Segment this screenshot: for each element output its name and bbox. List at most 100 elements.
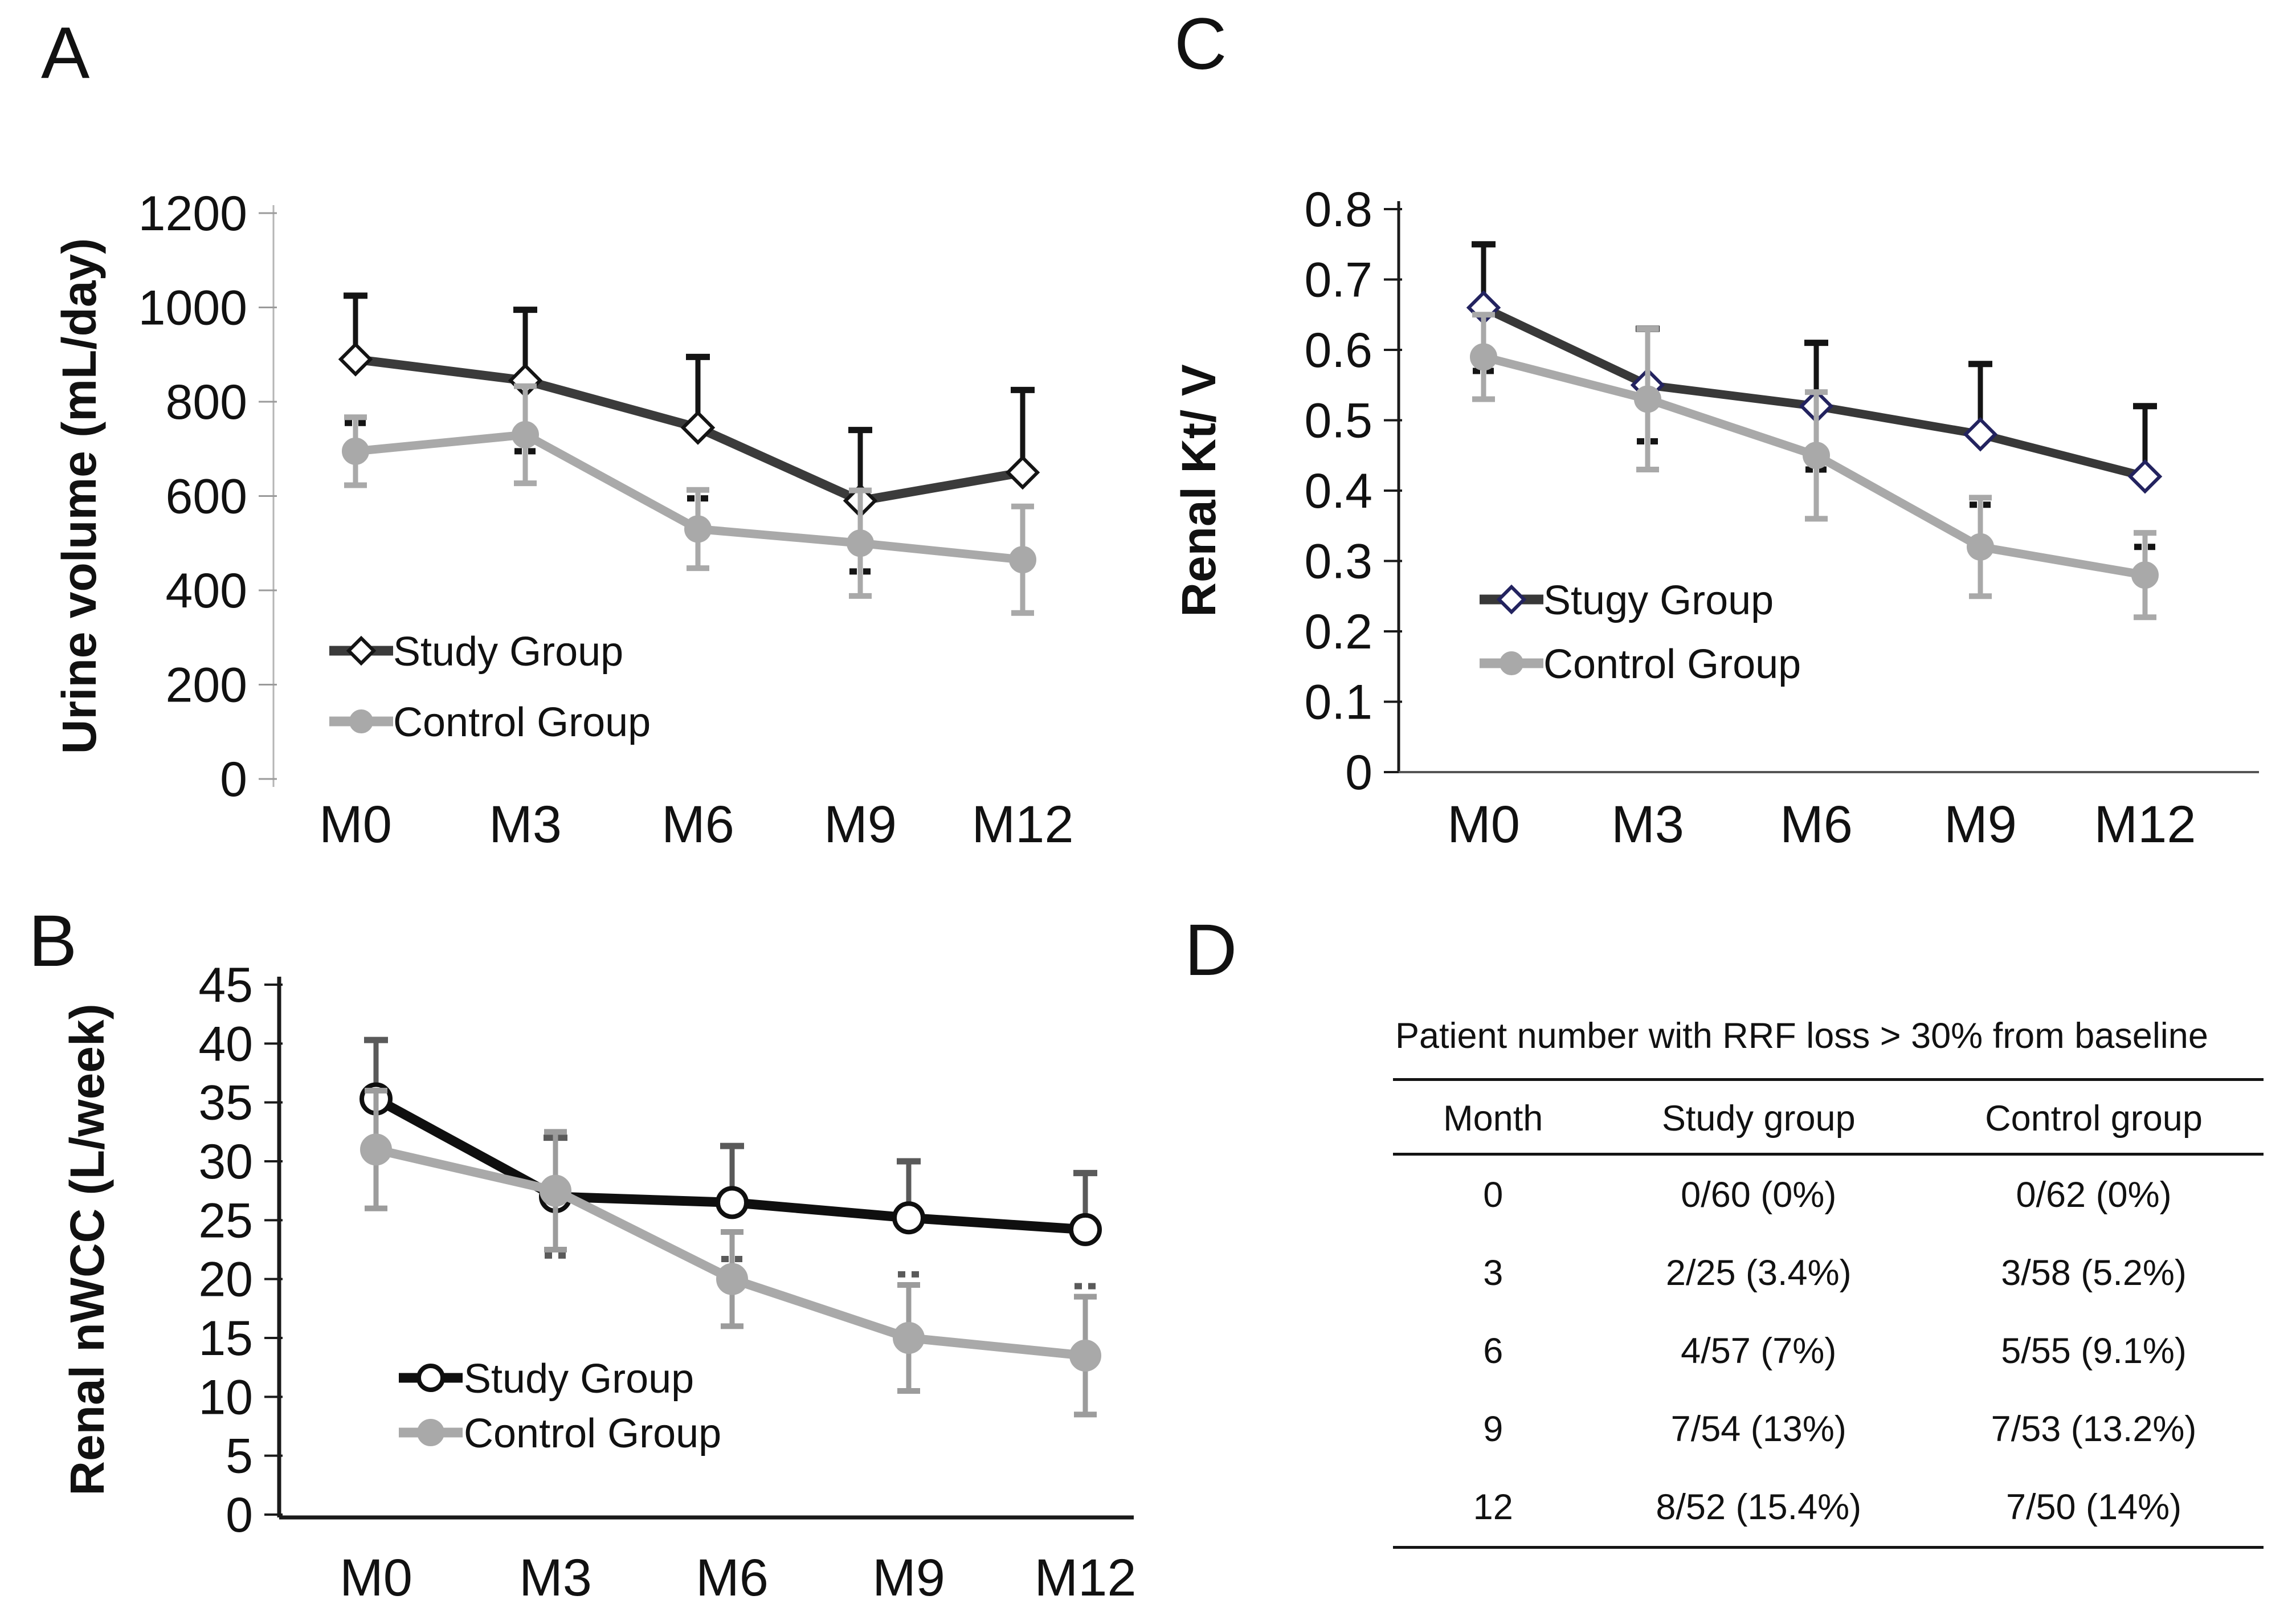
column-header-control-group: Control group xyxy=(1924,1079,2264,1156)
legend: Study Group Control Group xyxy=(399,1356,721,1456)
diamond-marker-icon xyxy=(338,342,373,377)
y-tick-label: 0.4 xyxy=(1304,464,1372,519)
y-tick-label: 15 xyxy=(198,1311,253,1366)
rrf-table: Month Study group Control group 0 0/60 (0… xyxy=(1393,1078,2264,1549)
legend-label: Control Group xyxy=(1543,642,1801,687)
circle-marker-icon xyxy=(847,529,874,557)
table-cell: 4/57 (7%) xyxy=(1681,1331,1837,1371)
table-cell: 0/62 (0%) xyxy=(2016,1175,2172,1215)
table-cell: 8/52 (15.4%) xyxy=(1656,1487,1862,1527)
series-control-group xyxy=(360,1088,1101,1418)
circle-marker-icon xyxy=(716,1263,748,1295)
y-tick-label: 35 xyxy=(198,1076,253,1131)
x-tick-label: M6 xyxy=(696,1549,769,1607)
circle-marker-icon xyxy=(1967,533,1994,561)
renal-ktv-chart: 0 0.1 0.2 0.3 0.4 0.5 0.6 0.7 0.8 M0 M3 M6 M9 M12 Rena… xyxy=(1172,182,2259,854)
circle-marker-icon xyxy=(893,1322,925,1354)
table-cell: 6 xyxy=(1483,1331,1504,1371)
table-row: 12 8/52 (15.4%) 7/50 (14%) xyxy=(1393,1468,2264,1548)
table-cell: 0/60 (0%) xyxy=(1681,1175,1837,1215)
x-tick-label: M9 xyxy=(824,795,897,854)
y-tick-label: 1000 xyxy=(138,281,247,336)
y-tick-label: 25 xyxy=(198,1193,253,1248)
circle-marker-icon xyxy=(1069,1340,1101,1372)
table-cell: 3/58 (5.2%) xyxy=(2001,1253,2187,1293)
y-axis-title: Renal Kt/ V xyxy=(1172,364,1225,617)
panel-d: D Patient number with RRF loss > 30% fro… xyxy=(1148,855,2296,1624)
open-circle-marker-icon xyxy=(716,1186,749,1219)
y-tick-label: 0.2 xyxy=(1304,605,1372,659)
y-tick-label: 600 xyxy=(166,470,248,524)
y-tick-label: 10 xyxy=(198,1370,253,1425)
circle-marker-icon xyxy=(342,437,369,465)
table-cell: 5/55 (9.1%) xyxy=(2001,1331,2187,1371)
table-cell: 7/54 (13%) xyxy=(1670,1409,1846,1449)
y-tick-label: 800 xyxy=(166,375,248,430)
table-row: 3 2/25 (3.4%) 3/58 (5.2%) xyxy=(1393,1234,2264,1312)
circle-marker-icon xyxy=(360,1133,392,1166)
y-tick-label: 0.7 xyxy=(1304,253,1372,308)
circle-marker-icon xyxy=(684,515,712,543)
y-tick-label: 0.6 xyxy=(1304,323,1372,378)
x-axis-labels: M0 M3 M6 M9 M12 xyxy=(340,1549,1136,1607)
x-tick-label: M9 xyxy=(872,1549,945,1607)
diamond-marker-icon xyxy=(2127,459,2163,494)
table-row: 9 7/54 (13%) 7/53 (13.2%) xyxy=(1393,1390,2264,1468)
diamond-marker-icon xyxy=(346,635,377,666)
y-tick-label: 1200 xyxy=(138,186,247,241)
table-cell: 0 xyxy=(1483,1175,1504,1215)
table-cell: 9 xyxy=(1483,1409,1504,1449)
urine-volume-chart: 0 200 400 600 800 1000 1200 M0 M3 M6 M9 M12 Urine vo… xyxy=(52,186,1074,854)
y-axis-title: Renal nWCC (L/week) xyxy=(60,1003,114,1495)
legend-label: Control Group xyxy=(393,700,651,745)
circle-marker-icon xyxy=(1009,546,1036,574)
circle-marker-icon xyxy=(349,709,373,733)
table-body: 0 0/60 (0%) 0/62 (0%) 3 2/25 (3.4%) 3/58 (5.2… xyxy=(1393,1154,2264,1548)
open-circle-marker-icon xyxy=(416,1364,445,1392)
circle-marker-icon xyxy=(1803,442,1830,470)
circle-marker-icon xyxy=(1500,651,1523,675)
y-tick-label: 5 xyxy=(226,1429,253,1484)
table-row: 6 4/57 (7%) 5/55 (9.1%) xyxy=(1393,1312,2264,1390)
circle-marker-icon xyxy=(417,1419,444,1446)
legend-label: Control Group xyxy=(464,1411,721,1456)
y-tick-label: 0 xyxy=(220,752,247,807)
column-header-month: Month xyxy=(1393,1079,1594,1156)
legend-label: Stugy Group xyxy=(1543,578,1774,623)
x-tick-label: M0 xyxy=(1447,795,1520,854)
series-control-group xyxy=(1470,312,2159,621)
x-tick-label: M3 xyxy=(1611,795,1684,854)
y-tick-label: 0.3 xyxy=(1304,534,1372,589)
open-circle-marker-icon xyxy=(892,1201,925,1235)
diamond-marker-icon xyxy=(1005,455,1040,490)
rrf-loss-table: Patient number with RRF loss > 30% from … xyxy=(1393,1015,2264,1549)
x-tick-label: M3 xyxy=(519,1549,592,1607)
y-axis: 0 200 400 600 800 1000 1200 xyxy=(138,186,277,807)
table-cell: 7/53 (13.2%) xyxy=(1991,1409,2197,1449)
x-tick-label: M3 xyxy=(489,795,562,854)
legend: Study Group Control Group xyxy=(329,629,651,745)
circle-marker-icon xyxy=(1470,343,1497,371)
y-tick-label: 0.1 xyxy=(1304,675,1372,730)
diamond-marker-icon xyxy=(680,410,716,445)
x-tick-label: M12 xyxy=(972,795,1074,854)
circle-marker-icon xyxy=(2131,561,2159,589)
panel-c: C 0 0.1 0.2 0.3 0.4 0.5 0.6 0.7 0.8 M0 M3 M6 M9 M12 Re… xyxy=(1148,0,2296,855)
series-study-group xyxy=(338,292,1040,575)
x-tick-label: M0 xyxy=(319,795,392,854)
table-cell: 7/50 (14%) xyxy=(2005,1487,2182,1527)
circle-marker-icon xyxy=(512,421,539,448)
x-tick-label: M12 xyxy=(1035,1549,1137,1607)
diamond-marker-icon xyxy=(1496,584,1527,615)
x-tick-label: M6 xyxy=(1780,795,1853,854)
x-tick-label: M6 xyxy=(661,795,734,854)
panel-a: A 0 200 400 600 800 1000 1200 M0 M3 M6 M9 M12 Urine … xyxy=(0,0,1148,855)
panel-label-d: D xyxy=(1184,909,1237,991)
y-axis-title: Urine volume (mL/day) xyxy=(52,238,106,754)
circle-marker-icon xyxy=(1634,385,1661,413)
x-tick-label: M12 xyxy=(2094,795,2196,854)
diamond-marker-icon xyxy=(1963,417,1998,452)
table-cell: 12 xyxy=(1473,1487,1513,1527)
